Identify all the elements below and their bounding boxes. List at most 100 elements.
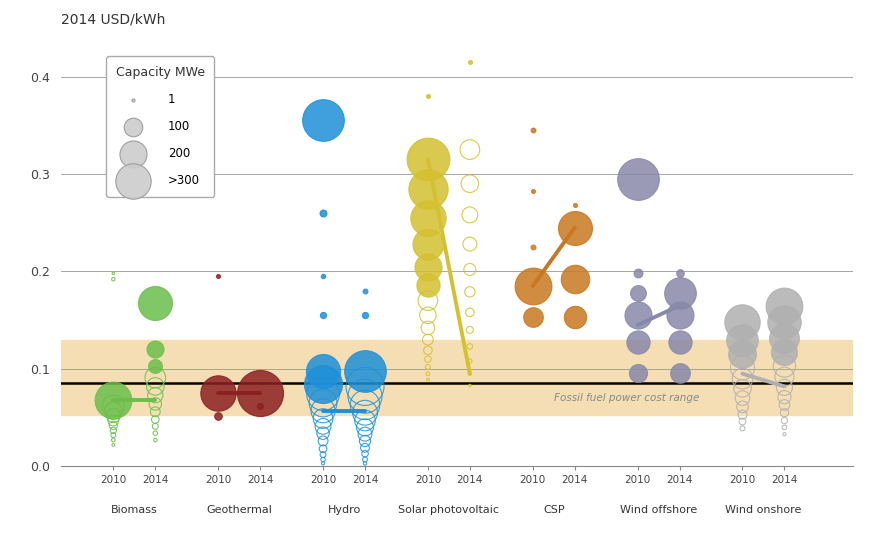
Point [148,400,162,408]
Point [106,441,120,449]
Point [148,391,162,399]
Point [777,408,791,417]
Point [777,333,791,342]
Point [148,362,162,370]
Point [462,357,476,366]
Text: 2014 USD/kWh: 2014 USD/kWh [61,13,165,27]
Point [148,299,162,307]
Point [525,282,539,291]
Point [567,201,581,210]
Point [421,240,434,248]
Point [106,269,120,278]
Point [630,269,644,278]
Point [630,368,644,377]
Point [525,126,539,135]
Point [734,363,748,372]
Point [777,383,791,392]
Point [106,426,120,435]
Point [315,459,329,468]
Point [734,318,748,326]
Point [672,311,686,319]
Point [525,313,539,322]
Point [734,374,748,383]
Point [358,459,372,468]
Text: Geothermal: Geothermal [206,505,272,515]
Point [421,375,434,384]
Point [734,336,748,344]
Point [734,394,748,403]
Point [315,450,329,459]
Point [421,369,434,378]
Point [734,417,748,426]
Point [567,313,581,322]
Point [211,411,225,420]
Point [315,311,329,319]
Point [777,393,791,401]
Point [630,175,644,183]
Point [358,437,372,445]
Point [358,416,372,425]
Point [106,275,120,284]
Point [148,415,162,424]
Point [106,406,120,415]
Point [315,116,329,125]
Point [106,411,120,420]
Point [358,367,372,375]
Point [567,275,581,284]
Point [734,411,748,419]
Point [734,403,748,411]
Point [421,355,434,363]
Point [315,380,329,389]
Point [462,288,476,296]
Point [315,272,329,280]
Point [462,57,476,66]
Text: Hydro: Hydro [327,505,361,515]
Point [315,444,329,453]
Point [777,373,791,381]
Point [462,240,476,248]
Text: Biomass: Biomass [111,505,157,515]
Text: Wind offshore: Wind offshore [620,505,696,515]
Point [358,423,372,431]
Point [567,224,581,232]
Point [421,346,434,355]
Point [462,211,476,219]
Point [358,400,372,409]
Point [358,311,372,319]
Point [358,443,372,452]
Point [148,436,162,444]
Point [315,399,329,407]
Point [734,424,748,433]
Point [148,374,162,382]
Point [734,350,748,359]
Point [777,362,791,370]
Point [148,382,162,391]
Point [462,342,476,351]
Point [421,213,434,222]
Point [672,288,686,297]
Point [421,155,434,163]
Point [462,145,476,154]
Point [777,348,791,356]
Point [777,301,791,310]
Point [148,345,162,354]
Point [253,401,267,410]
Point [148,422,162,430]
Point [211,272,225,280]
Point [315,406,329,415]
Point [358,287,372,295]
Point [421,262,434,271]
Point [421,184,434,193]
Point [777,318,791,326]
Point [777,416,791,425]
Point [315,367,329,375]
Point [358,430,372,438]
Point [253,389,267,398]
Point [315,209,329,217]
Point [315,437,329,445]
Point [106,431,120,440]
Point [315,390,329,398]
Point [106,416,120,425]
Point [421,296,434,305]
Point [734,384,748,393]
